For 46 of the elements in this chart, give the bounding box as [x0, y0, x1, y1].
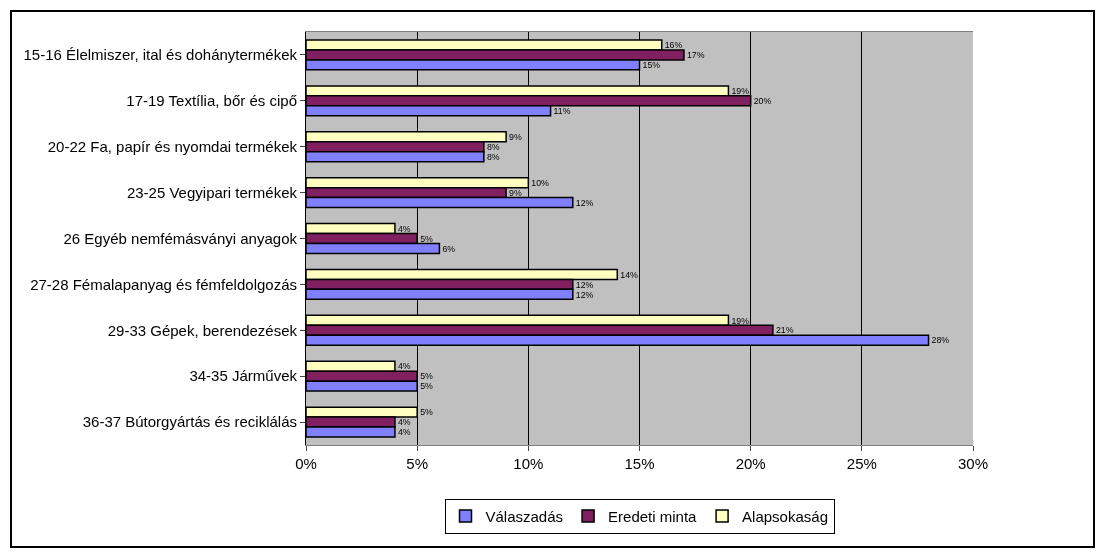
data-label: 5%: [420, 381, 434, 392]
data-label: 12%: [575, 289, 594, 300]
y-tick-label: 34-35 Járművek: [189, 367, 298, 385]
data-label: 9%: [509, 132, 522, 142]
x-tick-label: 20%: [735, 455, 766, 472]
x-tick-label: 0%: [295, 455, 317, 472]
x-tick-label: 30%: [957, 455, 989, 472]
data-label: 4%: [397, 223, 411, 234]
x-tick-label: 15%: [624, 455, 655, 472]
data-label: 6%: [442, 243, 456, 254]
y-tick-label: 23-25 Vegyipari termékek: [126, 183, 298, 201]
data-label: 4%: [397, 361, 411, 372]
y-tick-label: 26 Egyéb nemfémásványi anyagok: [63, 229, 298, 247]
data-label: 8%: [486, 151, 500, 162]
data-label: 14%: [620, 269, 639, 280]
data-label: 21%: [775, 325, 794, 336]
data-label: 28%: [931, 335, 950, 346]
legend-label: Válaszadás: [485, 507, 564, 525]
data-label: 19%: [731, 86, 750, 97]
data-label: 12%: [575, 279, 594, 290]
legend-label: Eredeti minta: [608, 507, 698, 525]
data-label: 10%: [531, 177, 550, 188]
y-tick-label: 20-22 Fa, papír és nyomdai termékek: [47, 137, 298, 155]
y-tick-label: 15-16 Élelmiszer, ital és dohánytermékek: [23, 46, 298, 64]
data-label: 19%: [731, 315, 750, 326]
data-label: 16%: [664, 40, 683, 51]
data-label: 5%: [420, 233, 434, 244]
data-label: 5%: [420, 407, 434, 418]
data-label: 4%: [397, 427, 411, 438]
data-label: 5%: [420, 371, 434, 382]
y-tick-label: 27-28 Fémalapanyag és fémfeldolgozás: [30, 275, 297, 293]
data-label: 12%: [575, 197, 594, 208]
data-label: 8%: [486, 141, 500, 152]
x-tick-label: 5%: [406, 455, 429, 472]
legend-label: Alapsokaság: [742, 507, 828, 525]
x-tick-label: 10%: [513, 455, 544, 472]
data-label: 20%: [753, 96, 772, 107]
x-tick-label: 25%: [846, 455, 877, 472]
data-label: 11%: [553, 105, 571, 116]
data-label: 17%: [686, 50, 705, 61]
data-label: 4%: [397, 417, 411, 428]
data-label: 9%: [509, 187, 522, 198]
y-tick-label: 17-19 Textília, bőr és cipő: [126, 92, 297, 110]
data-label: 15%: [642, 60, 661, 71]
y-tick-label: 36-37 Bútorgyártás és reciklálás: [82, 413, 297, 431]
y-tick-label: 29-33 Gépek, berendezések: [107, 321, 298, 339]
